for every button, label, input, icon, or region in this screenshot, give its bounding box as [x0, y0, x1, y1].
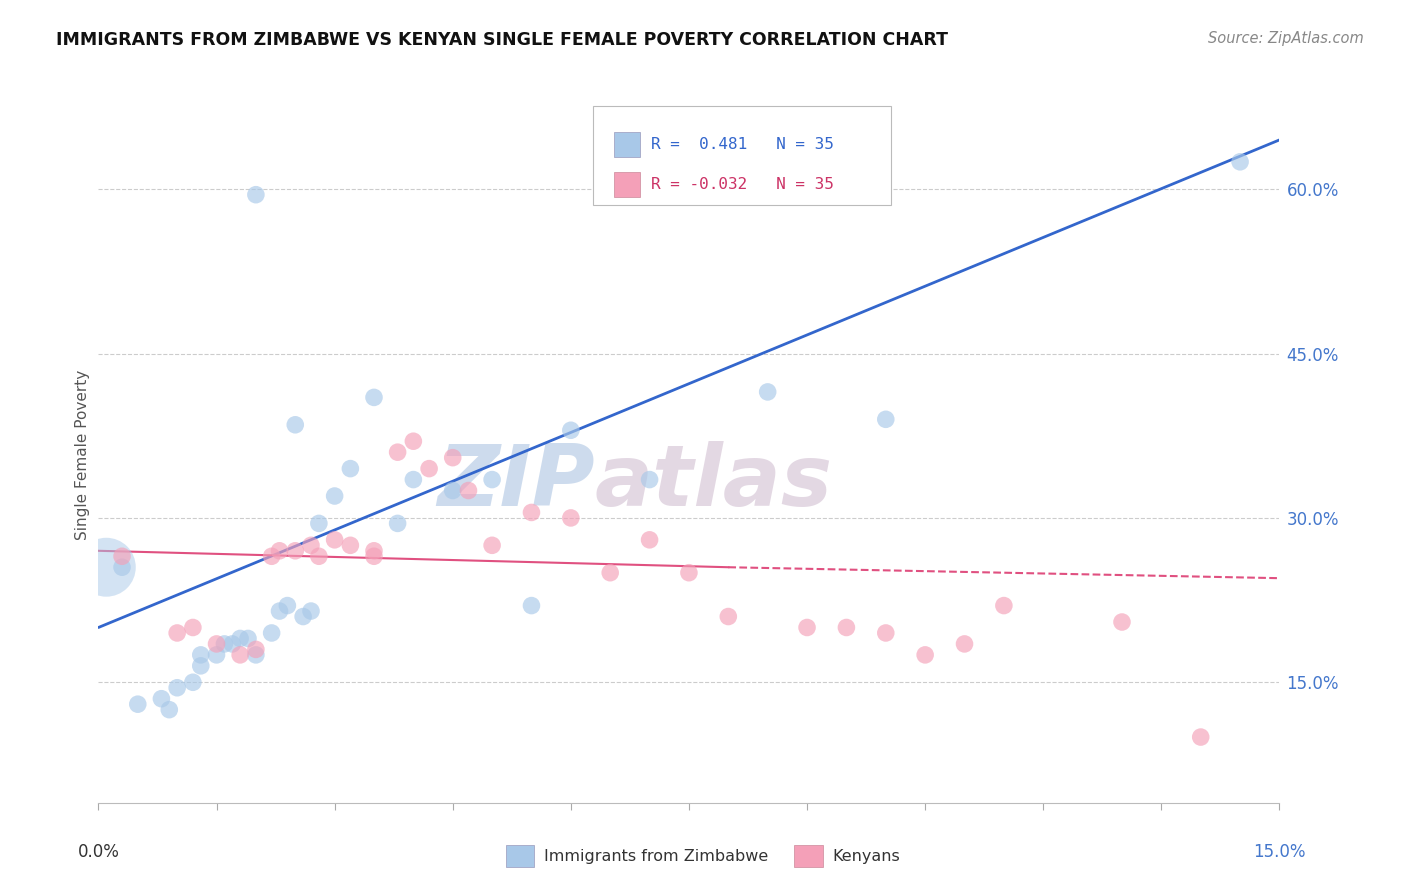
Point — [756, 384, 779, 399]
Point — [308, 516, 330, 531]
Point — [678, 566, 700, 580]
Point — [339, 461, 361, 475]
Point — [1111, 615, 1133, 629]
Point — [150, 691, 173, 706]
Point — [166, 681, 188, 695]
Text: R =  0.481   N = 35: R = 0.481 N = 35 — [651, 137, 834, 153]
Point — [96, 560, 118, 574]
Point — [157, 703, 180, 717]
Point — [520, 599, 543, 613]
Point — [914, 648, 936, 662]
Text: Source: ZipAtlas.com: Source: ZipAtlas.com — [1208, 31, 1364, 46]
Text: R = -0.032   N = 35: R = -0.032 N = 35 — [651, 178, 834, 192]
Text: Immigrants from Zimbabwe: Immigrants from Zimbabwe — [544, 849, 768, 863]
Point — [418, 461, 440, 475]
Point — [323, 489, 346, 503]
Point — [481, 538, 503, 552]
Point — [245, 187, 267, 202]
Point — [599, 566, 621, 580]
Point — [299, 538, 322, 552]
Point — [717, 609, 740, 624]
Point — [214, 637, 236, 651]
Point — [127, 697, 149, 711]
Point — [835, 620, 858, 634]
Point — [363, 391, 385, 405]
Point — [269, 543, 291, 558]
Text: 0.0%: 0.0% — [77, 843, 120, 861]
Point — [260, 626, 283, 640]
Point — [181, 620, 204, 634]
Point — [221, 637, 243, 651]
Point — [638, 533, 661, 547]
Text: 15.0%: 15.0% — [1253, 843, 1306, 861]
Point — [875, 626, 897, 640]
Point — [284, 417, 307, 432]
Point — [236, 632, 259, 646]
Point — [339, 538, 361, 552]
Point — [190, 648, 212, 662]
Point — [1229, 154, 1251, 169]
Point — [229, 648, 252, 662]
Point — [363, 549, 385, 564]
Point — [560, 423, 582, 437]
Point — [205, 648, 228, 662]
Point — [323, 533, 346, 547]
Point — [292, 609, 315, 624]
Text: Kenyans: Kenyans — [832, 849, 900, 863]
Point — [269, 604, 291, 618]
Point — [402, 434, 425, 449]
Point — [229, 632, 252, 646]
Point — [481, 473, 503, 487]
Point — [111, 549, 134, 564]
Point — [520, 505, 543, 519]
Point — [205, 637, 228, 651]
Point — [387, 445, 409, 459]
Point — [441, 483, 464, 498]
Point — [284, 543, 307, 558]
Text: IMMIGRANTS FROM ZIMBABWE VS KENYAN SINGLE FEMALE POVERTY CORRELATION CHART: IMMIGRANTS FROM ZIMBABWE VS KENYAN SINGL… — [56, 31, 948, 49]
Point — [245, 648, 267, 662]
Point — [111, 560, 134, 574]
Point — [1189, 730, 1212, 744]
Point — [441, 450, 464, 465]
Point — [308, 549, 330, 564]
Point — [387, 516, 409, 531]
Point — [245, 642, 267, 657]
Point — [638, 473, 661, 487]
Text: ZIP: ZIP — [437, 442, 595, 524]
Y-axis label: Single Female Poverty: Single Female Poverty — [75, 370, 90, 540]
Text: atlas: atlas — [595, 442, 832, 524]
Point — [181, 675, 204, 690]
Point — [166, 626, 188, 640]
Point — [953, 637, 976, 651]
Point — [190, 658, 212, 673]
Point — [796, 620, 818, 634]
Point — [875, 412, 897, 426]
Point — [276, 599, 298, 613]
Point — [457, 483, 479, 498]
Point — [993, 599, 1015, 613]
Point — [402, 473, 425, 487]
Point — [363, 543, 385, 558]
Point — [560, 511, 582, 525]
Point — [260, 549, 283, 564]
Point — [299, 604, 322, 618]
